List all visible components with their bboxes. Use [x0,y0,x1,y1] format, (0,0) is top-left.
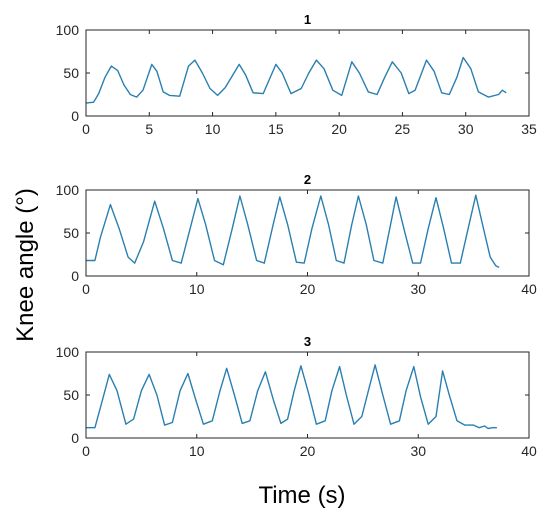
x-tick-label: 0 [82,121,90,137]
x-tick-label: 10 [189,281,205,297]
y-tick-label: 50 [63,65,79,81]
panel-title: 1 [304,12,311,27]
x-tick-label: 30 [410,443,426,459]
x-tick-label: 20 [300,281,316,297]
y-tick-label: 50 [63,387,79,403]
series-line [86,364,497,430]
axes-box [85,351,530,439]
x-tick-label: 40 [521,443,537,459]
x-tick-label: 20 [331,121,347,137]
x-tick-label: 35 [521,121,537,137]
axes-box [85,29,530,117]
series-line [85,56,507,104]
x-tick-label: 30 [410,281,426,297]
x-tick-label: 10 [205,121,221,137]
x-tick-label: 40 [521,281,537,297]
panel-title: 2 [304,172,311,187]
y-tick-label: 100 [56,344,80,360]
y-tick-label: 0 [71,108,79,124]
x-tick-label: 25 [395,121,411,137]
y-tick-label: 0 [71,268,79,284]
x-tick-label: 30 [458,121,474,137]
y-tick-label: 100 [56,182,80,198]
x-tick-label: 15 [268,121,284,137]
panel-title: 3 [304,334,311,349]
x-tick-label: 0 [82,443,90,459]
x-axis-label: Time (s) [258,482,345,509]
series-line [86,194,500,269]
x-tick-label: 10 [189,443,205,459]
y-axis-label: Knee angle (°) [12,188,39,342]
axes-box [85,189,530,277]
y-tick-label: 0 [71,430,79,446]
x-tick-label: 20 [300,443,316,459]
x-tick-label: 0 [82,281,90,297]
x-tick-label: 5 [145,121,153,137]
y-tick-label: 100 [56,22,80,38]
y-tick-label: 50 [63,225,79,241]
